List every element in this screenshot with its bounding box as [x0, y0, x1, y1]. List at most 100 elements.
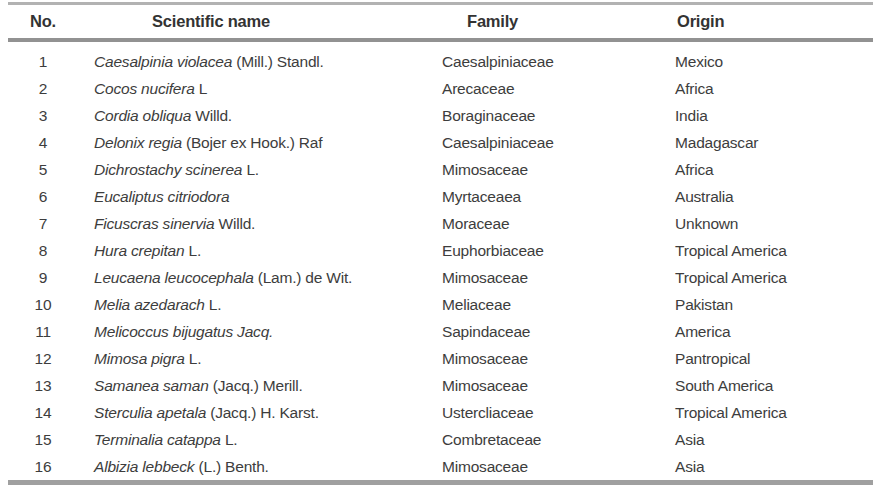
scientific-name-author: (Jacq.) Merill. [209, 377, 303, 394]
cell-origin: Africa [670, 75, 873, 102]
scientific-name-binomial: Melicoccus bijugatus Jacq. [94, 323, 273, 340]
cell-origin: Unknown [670, 210, 873, 237]
cell-scientific-name: Cocos nucifera L [78, 75, 430, 102]
cell-no: 1 [8, 48, 78, 75]
cell-origin: Madagascar [670, 129, 873, 156]
scientific-name-binomial: Leucaena leucocephala [94, 269, 254, 286]
cell-family: Combretaceae [430, 426, 670, 453]
cell-scientific-name: Delonix regia (Bojer ex Hook.) Raf [78, 129, 430, 156]
cell-scientific-name: Dichrostachy scinerea L. [78, 156, 430, 183]
cell-no: 5 [8, 156, 78, 183]
cell-scientific-name: Hura crepitan L. [78, 237, 430, 264]
cell-scientific-name: Terminalia catappa L. [78, 426, 430, 453]
cell-family: Meliaceae [430, 291, 670, 318]
table-row: 4 Delonix regia (Bojer ex Hook.) Raf Cae… [8, 129, 873, 156]
table-row: 14 Sterculia apetala (Jacq.) H. Karst. U… [8, 399, 873, 426]
scientific-name-binomial: Hura crepitan [94, 242, 184, 259]
table-row: 16 Albizia lebbeck (L.) Benth. Mimosacea… [8, 453, 873, 480]
cell-family: Mimosaceae [430, 345, 670, 372]
cell-origin: Pakistan [670, 291, 873, 318]
cell-no: 16 [8, 453, 78, 480]
cell-origin: Tropical America [670, 399, 873, 426]
cell-no: 11 [8, 318, 78, 345]
cell-origin: India [670, 102, 873, 129]
cell-family: Myrtaceaea [430, 183, 670, 210]
cell-no: 12 [8, 345, 78, 372]
scientific-name-binomial: Albizia lebbeck [94, 458, 194, 475]
cell-family: Euphorbiaceae [430, 237, 670, 264]
column-header-scientific-name: Scientific name [78, 5, 430, 38]
cell-origin: Asia [670, 453, 873, 480]
cell-family: Mimosaceae [430, 264, 670, 291]
cell-no: 6 [8, 183, 78, 210]
cell-family: Ustercliaceae [430, 399, 670, 426]
cell-scientific-name: Melia azedarach L. [78, 291, 430, 318]
paper-table-page: No. Scientific name Family Origin 1 Caes… [0, 2, 881, 485]
table-row: 5 Dichrostachy scinerea L. Mimosaceae Af… [8, 156, 873, 183]
scientific-name-author: Willd. [191, 107, 232, 124]
scientific-name-author: (L.) Benth. [194, 458, 268, 475]
scientific-name-author: L. [184, 242, 201, 259]
scientific-name-binomial: Ficuscras sinervia [94, 215, 214, 232]
table-body: 1 Caesalpinia violacea (Mill.) Standl. C… [8, 42, 873, 480]
cell-scientific-name: Mimosa pigra L. [78, 345, 430, 372]
table-row: 13 Samanea saman (Jacq.) Merill. Mimosac… [8, 372, 873, 399]
cell-scientific-name: Ficuscras sinervia Willd. [78, 210, 430, 237]
scientific-name-binomial: Cordia obliqua [94, 107, 191, 124]
scientific-name-binomial: Dichrostachy scinerea [94, 161, 242, 178]
scientific-name-author: (Mill.) Standl. [232, 53, 324, 70]
scientific-name-author: L. [221, 431, 238, 448]
cell-no: 3 [8, 102, 78, 129]
table-row: 2 Cocos nucifera L Arecaceae Africa [8, 75, 873, 102]
scientific-name-binomial: Cocos nucifera [94, 80, 195, 97]
cell-origin: Mexico [670, 48, 873, 75]
column-header-no: No. [8, 5, 78, 38]
scientific-name-binomial: Mimosa pigra [94, 350, 185, 367]
cell-no: 9 [8, 264, 78, 291]
cell-no: 13 [8, 372, 78, 399]
table-row: 9 Leucaena leucocephala (Lam.) de Wit. M… [8, 264, 873, 291]
scientific-name-author: L. [205, 296, 222, 313]
table-row: 7 Ficuscras sinervia Willd. Moraceae Unk… [8, 210, 873, 237]
scientific-name-author: Willd. [214, 215, 255, 232]
cell-origin: Asia [670, 426, 873, 453]
cell-family: Moraceae [430, 210, 670, 237]
cell-scientific-name: Samanea saman (Jacq.) Merill. [78, 372, 430, 399]
cell-scientific-name: Eucaliptus citriodora [78, 183, 430, 210]
cell-family: Mimosaceae [430, 156, 670, 183]
cell-family: Caesalpiniaceae [430, 48, 670, 75]
cell-origin: Australia [670, 183, 873, 210]
scientific-name-binomial: Sterculia apetala [94, 404, 206, 421]
table-row: 6 Eucaliptus citriodora Myrtaceaea Austr… [8, 183, 873, 210]
cell-origin: Pantropical [670, 345, 873, 372]
cell-family: Mimosaceae [430, 453, 670, 480]
cell-family: Mimosaceae [430, 372, 670, 399]
cell-no: 14 [8, 399, 78, 426]
table-row: 11 Melicoccus bijugatus Jacq. Sapindacea… [8, 318, 873, 345]
cell-scientific-name: Cordia obliqua Willd. [78, 102, 430, 129]
cell-family: Boraginaceae [430, 102, 670, 129]
table-row: 8 Hura crepitan L. Euphorbiaceae Tropica… [8, 237, 873, 264]
scientific-name-binomial: Melia azedarach [94, 296, 205, 313]
cell-no: 15 [8, 426, 78, 453]
table-header-row: No. Scientific name Family Origin [8, 5, 873, 38]
column-header-family: Family [430, 5, 670, 38]
scientific-name-author: (Bojer ex Hook.) Raf [182, 134, 323, 151]
cell-no: 10 [8, 291, 78, 318]
scientific-name-author: L [195, 80, 208, 97]
cell-scientific-name: Albizia lebbeck (L.) Benth. [78, 453, 430, 480]
table-row: 12 Mimosa pigra L. Mimosaceae Pantropica… [8, 345, 873, 372]
cell-family: Caesalpiniaceae [430, 129, 670, 156]
scientific-name-binomial: Caesalpinia violacea [94, 53, 232, 70]
cell-origin: Tropical America [670, 237, 873, 264]
scientific-name-author: (Jacq.) H. Karst. [206, 404, 319, 421]
table-row: 15 Terminalia catappa L. Combretaceae As… [8, 426, 873, 453]
cell-no: 4 [8, 129, 78, 156]
table-row: 3 Cordia obliqua Willd. Boraginaceae Ind… [8, 102, 873, 129]
cell-origin: Tropical America [670, 264, 873, 291]
scientific-name-binomial: Samanea saman [94, 377, 209, 394]
cell-origin: America [670, 318, 873, 345]
cell-origin: South America [670, 372, 873, 399]
cell-scientific-name: Melicoccus bijugatus Jacq. [78, 318, 430, 345]
scientific-name-binomial: Terminalia catappa [94, 431, 221, 448]
